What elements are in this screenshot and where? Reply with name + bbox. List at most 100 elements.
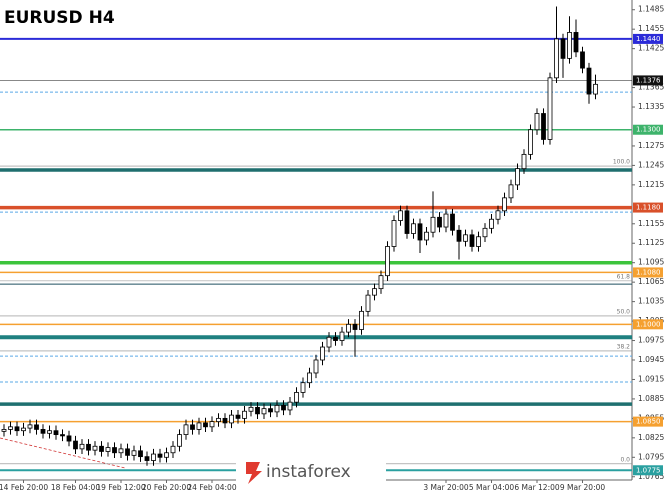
candle-body xyxy=(203,422,208,428)
x-tick-label: 14 Feb 20:00 xyxy=(0,483,48,492)
candle-body xyxy=(469,234,475,247)
candle-body xyxy=(482,227,488,238)
candle-body xyxy=(586,67,592,95)
candle-body xyxy=(515,168,520,186)
candle-body xyxy=(112,447,117,454)
level-label-box xyxy=(633,267,663,278)
x-tick-label: 20 Feb 20:00 xyxy=(142,483,191,492)
level-label-box xyxy=(633,33,663,44)
level-label-box xyxy=(633,416,663,427)
candle-body xyxy=(99,445,104,452)
candle-body xyxy=(398,210,403,221)
level-label: 1.1180 xyxy=(636,204,661,212)
candle-body xyxy=(183,424,189,435)
candle-body xyxy=(443,213,449,228)
candle-body xyxy=(268,408,273,413)
candle-body xyxy=(255,406,260,415)
candle-body xyxy=(450,213,455,231)
candle-body xyxy=(274,405,280,413)
x-tick-label: 6 Mar 12:00 xyxy=(514,483,560,492)
x-tick-label: 3 Mar 20:00 xyxy=(423,483,469,492)
candle-body xyxy=(86,443,91,451)
y-tick-label: 1.1095 xyxy=(638,258,664,267)
candle-body xyxy=(60,434,65,437)
candle-body xyxy=(14,426,20,432)
candle-body xyxy=(424,231,429,241)
candle-body xyxy=(554,38,559,79)
candle-body xyxy=(365,294,371,312)
candle-body xyxy=(47,430,52,434)
candle-body xyxy=(593,83,598,95)
candle-body xyxy=(131,450,137,456)
candle-body xyxy=(476,236,481,247)
candle-body xyxy=(216,417,221,423)
candle-body xyxy=(235,414,241,419)
level-label-box xyxy=(633,465,663,476)
y-tick-label: 1.1425 xyxy=(638,44,664,53)
candle-body xyxy=(560,38,566,59)
candle-body xyxy=(164,452,169,458)
candle-body xyxy=(547,77,553,140)
fib-label: 61.8 xyxy=(617,273,631,280)
candle-body xyxy=(157,453,163,458)
level-label-box xyxy=(633,319,663,330)
candle-body xyxy=(521,153,527,170)
candle-body xyxy=(320,346,325,361)
candle-body xyxy=(456,229,462,242)
candle-body xyxy=(352,323,358,330)
y-tick-label: 1.1035 xyxy=(638,297,664,306)
y-tick-label: 1.1275 xyxy=(638,141,664,150)
fib-label: 38.2 xyxy=(617,343,631,350)
candle-body xyxy=(8,426,13,430)
candle-body xyxy=(333,336,338,341)
candle-body xyxy=(580,51,585,69)
fib-label: 0.0 xyxy=(620,456,630,463)
level-label-box xyxy=(633,75,663,86)
candle-body xyxy=(34,424,39,430)
y-tick-label: 1.1245 xyxy=(638,160,664,169)
candle-body xyxy=(508,184,514,199)
trend-line xyxy=(0,437,126,469)
candle-body xyxy=(313,359,319,374)
candle-body xyxy=(125,448,130,456)
candle-body xyxy=(105,447,111,452)
labels: 1.1485 1.1455 1.1425 1.1365 1.1335 1.1275 1.12… xyxy=(0,5,664,492)
candle-body xyxy=(73,440,78,450)
logo-icon xyxy=(246,462,262,484)
candle-body xyxy=(573,32,579,53)
candle-body xyxy=(411,223,416,234)
y-tick-label: 1.0975 xyxy=(638,336,664,345)
candle-body xyxy=(495,210,501,220)
candle-body xyxy=(209,421,215,428)
level-label: 1.1000 xyxy=(636,320,661,328)
candle-body xyxy=(346,323,351,333)
y-tick-label: 1.1485 xyxy=(638,5,664,14)
candle-body xyxy=(118,448,124,454)
candle-body xyxy=(294,392,299,403)
y-tick-label: 1.1335 xyxy=(638,102,664,111)
y-tick-label: 1.1065 xyxy=(638,277,664,286)
y-tick-label: 1.0915 xyxy=(638,374,664,383)
candle-body xyxy=(307,372,312,384)
candle-body xyxy=(190,424,195,430)
candle-body xyxy=(281,405,286,411)
candle-body xyxy=(463,234,468,242)
x-tick-label: 18 Feb 04:00 xyxy=(51,483,100,492)
y-tick-label: 1.0945 xyxy=(638,355,664,364)
candle-body xyxy=(534,113,540,131)
y-tick-label: 1.1215 xyxy=(638,180,664,189)
candle-body xyxy=(144,456,150,461)
y-tick-label: 1.0825 xyxy=(638,433,664,442)
level-label: 1.1300 xyxy=(636,126,661,134)
candle-body xyxy=(339,331,345,341)
y-tick-label: 1.1125 xyxy=(638,238,664,247)
candle-body xyxy=(40,429,46,434)
candle-body xyxy=(27,424,33,429)
candle-body xyxy=(79,443,85,450)
x-tick-label: 19 Feb 12:00 xyxy=(96,483,145,492)
x-tick-label: 5 Mar 04:00 xyxy=(469,483,515,492)
candle-body xyxy=(359,310,364,330)
candle-body xyxy=(287,401,293,411)
